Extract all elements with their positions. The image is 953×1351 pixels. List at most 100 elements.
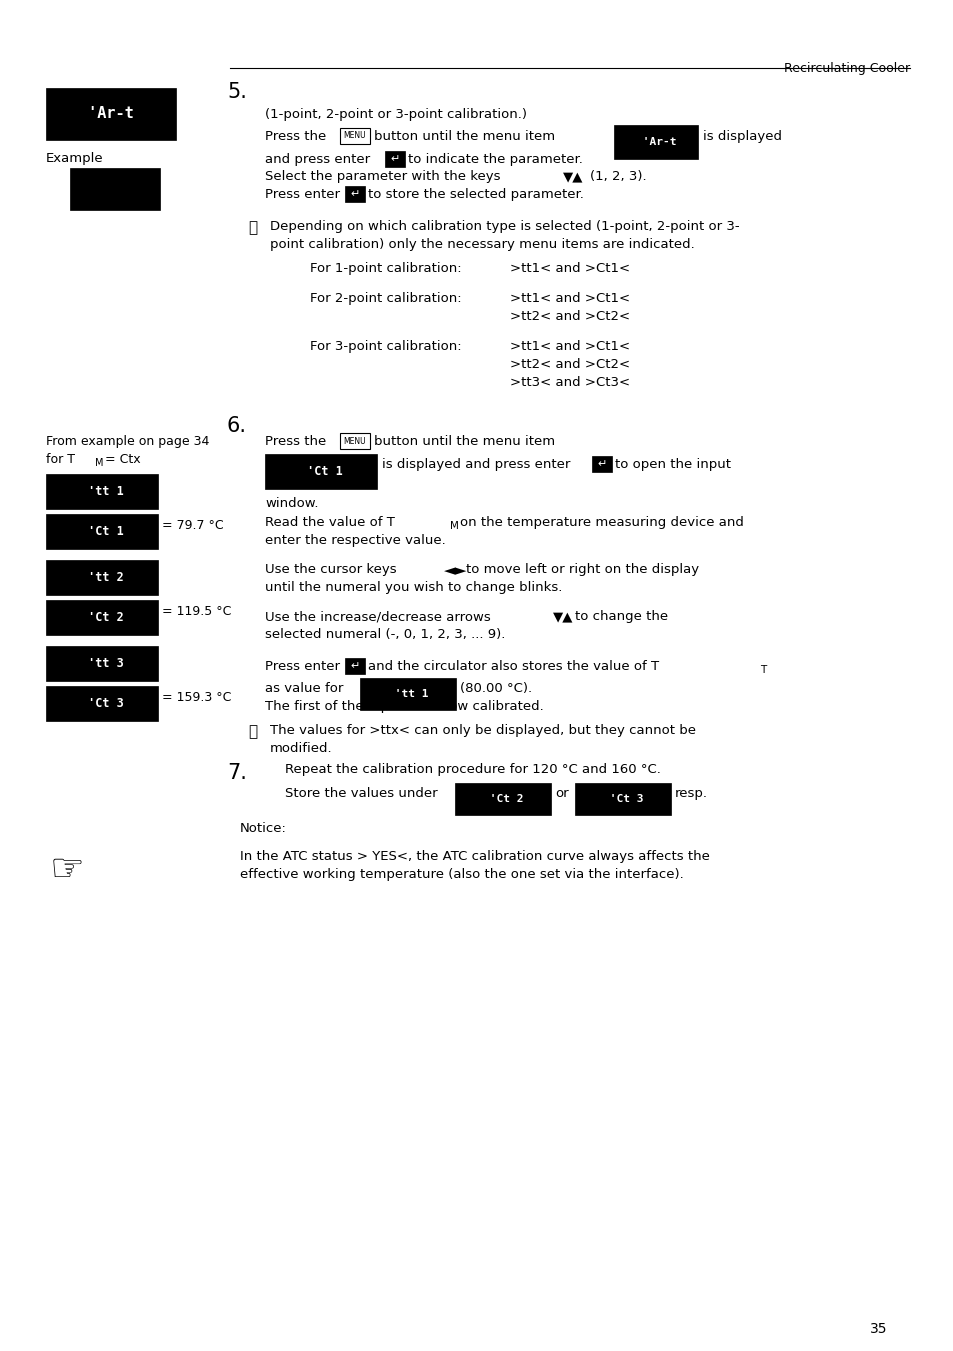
Text: and press enter: and press enter <box>265 153 370 166</box>
Text: = 159.3 °C: = 159.3 °C <box>162 690 232 704</box>
Text: ⓘ: ⓘ <box>248 724 257 739</box>
Text: >tt1< and >Ct1<: >tt1< and >Ct1< <box>510 340 630 353</box>
Text: Press the: Press the <box>265 130 326 143</box>
Text: M: M <box>95 458 103 467</box>
Text: 'tt 3: 'tt 3 <box>81 657 123 670</box>
Text: Depending on which calibration type is selected (1-point, 2-point or 3-: Depending on which calibration type is s… <box>270 220 739 232</box>
Text: For 2-point calibration:: For 2-point calibration: <box>310 292 461 305</box>
Text: 'tt 1: 'tt 1 <box>81 485 123 499</box>
Bar <box>265 454 376 489</box>
Text: point calibration) only the necessary menu items are indicated.: point calibration) only the necessary me… <box>270 238 694 251</box>
Text: to change the: to change the <box>575 611 667 623</box>
Text: 5.: 5. <box>227 82 247 101</box>
Text: ↵: ↵ <box>350 189 359 199</box>
Text: effective working temperature (also the one set via the interface).: effective working temperature (also the … <box>240 867 683 881</box>
Text: ↵: ↵ <box>350 661 359 671</box>
Text: to move left or right on the display: to move left or right on the display <box>465 563 699 576</box>
Text: ▼▲: ▼▲ <box>553 611 573 623</box>
Text: ⓘ: ⓘ <box>248 220 257 235</box>
Text: for T: for T <box>46 453 75 466</box>
Text: Repeat the calibration procedure for 120 °C and 160 °C.: Repeat the calibration procedure for 120… <box>285 763 660 775</box>
Text: 'tt 1: 'tt 1 <box>387 689 428 698</box>
Text: 'Ar-t: 'Ar-t <box>79 107 143 122</box>
Text: Select the parameter with the keys: Select the parameter with the keys <box>265 170 500 182</box>
Text: Notice:: Notice: <box>240 821 287 835</box>
Text: ▼▲: ▼▲ <box>562 170 583 182</box>
Text: = Ctx: = Ctx <box>105 453 140 466</box>
Bar <box>359 678 456 711</box>
Text: Press enter: Press enter <box>265 661 339 673</box>
Text: 3: 3 <box>60 181 170 196</box>
Text: 'Ar-t: 'Ar-t <box>635 136 676 147</box>
Bar <box>46 88 175 141</box>
Bar <box>575 784 670 815</box>
Text: resp.: resp. <box>675 788 707 800</box>
Text: (1, 2, 3).: (1, 2, 3). <box>589 170 646 182</box>
Bar <box>455 784 551 815</box>
Text: ☞: ☞ <box>50 851 85 889</box>
Text: From example on page 34: From example on page 34 <box>46 435 209 449</box>
Text: The first of the 3 points is now calibrated.: The first of the 3 points is now calibra… <box>265 700 543 713</box>
Text: For 3-point calibration:: For 3-point calibration: <box>310 340 461 353</box>
Text: >tt1< and >Ct1<: >tt1< and >Ct1< <box>510 262 630 276</box>
Bar <box>385 151 405 168</box>
Text: 'Ct 3: 'Ct 3 <box>602 794 642 804</box>
Text: 'Ct 1: 'Ct 1 <box>81 526 123 538</box>
Bar <box>339 128 370 145</box>
Bar <box>345 658 365 674</box>
Text: Store the values under: Store the values under <box>285 788 437 800</box>
Text: ↵: ↵ <box>390 154 399 163</box>
Text: 6.: 6. <box>227 416 247 436</box>
Text: enter the respective value.: enter the respective value. <box>265 534 445 547</box>
Text: Use the increase/decrease arrows: Use the increase/decrease arrows <box>265 611 490 623</box>
Bar <box>46 646 158 681</box>
Text: 'Ct 3: 'Ct 3 <box>81 697 123 711</box>
Text: 'Ct 2: 'Ct 2 <box>482 794 522 804</box>
Text: Press enter: Press enter <box>265 188 339 201</box>
Text: on the temperature measuring device and: on the temperature measuring device and <box>459 516 743 530</box>
Bar <box>614 126 698 159</box>
Text: 35: 35 <box>869 1323 886 1336</box>
Text: >tt2< and >Ct2<: >tt2< and >Ct2< <box>510 309 630 323</box>
Text: selected numeral (-, 0, 1, 2, 3, ... 9).: selected numeral (-, 0, 1, 2, 3, ... 9). <box>265 628 505 640</box>
Text: 7.: 7. <box>227 763 247 784</box>
Text: to store the selected parameter.: to store the selected parameter. <box>368 188 583 201</box>
Text: Press the: Press the <box>265 435 326 449</box>
Text: 'Ct 2: 'Ct 2 <box>81 611 123 624</box>
Text: For 1-point calibration:: For 1-point calibration: <box>310 262 461 276</box>
Text: to indicate the parameter.: to indicate the parameter. <box>408 153 582 166</box>
Text: is displayed and press enter: is displayed and press enter <box>381 458 570 471</box>
Text: MENU: MENU <box>343 436 366 446</box>
Text: = 79.7 °C: = 79.7 °C <box>162 519 223 532</box>
Text: The values for >ttx< can only be displayed, but they cannot be: The values for >ttx< can only be display… <box>270 724 696 738</box>
Bar <box>46 474 158 509</box>
Text: or: or <box>555 788 568 800</box>
Text: modified.: modified. <box>270 742 333 755</box>
Bar <box>46 686 158 721</box>
Text: to open the input: to open the input <box>615 458 730 471</box>
Text: 'Ct 1: 'Ct 1 <box>299 465 342 478</box>
Text: Recirculating Cooler: Recirculating Cooler <box>783 62 909 76</box>
Bar <box>46 561 158 594</box>
Text: M: M <box>450 521 458 531</box>
Text: Example: Example <box>46 153 104 165</box>
Text: ◄►: ◄► <box>443 563 467 578</box>
Text: Use the cursor keys: Use the cursor keys <box>265 563 396 576</box>
Text: button until the menu item: button until the menu item <box>374 130 555 143</box>
Text: window.: window. <box>265 497 318 509</box>
Text: >tt2< and >Ct2<: >tt2< and >Ct2< <box>510 358 630 372</box>
Bar <box>339 434 370 449</box>
Bar <box>46 513 158 549</box>
Text: (80.00 °C).: (80.00 °C). <box>459 682 532 694</box>
Text: until the numeral you wish to change blinks.: until the numeral you wish to change bli… <box>265 581 561 594</box>
Text: >tt3< and >Ct3<: >tt3< and >Ct3< <box>510 376 630 389</box>
Text: and the circulator also stores the value of T: and the circulator also stores the value… <box>368 661 659 673</box>
Bar <box>592 457 612 471</box>
Text: Read the value of T: Read the value of T <box>265 516 395 530</box>
Text: >tt1< and >Ct1<: >tt1< and >Ct1< <box>510 292 630 305</box>
Text: as value for: as value for <box>265 682 343 694</box>
Bar <box>46 600 158 635</box>
Text: is displayed: is displayed <box>702 130 781 143</box>
Text: T: T <box>760 665 765 676</box>
Bar <box>345 186 365 203</box>
